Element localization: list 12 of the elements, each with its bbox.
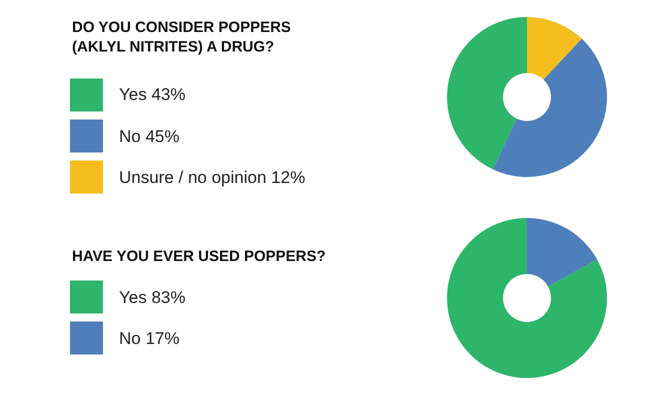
legend-label: Yes 83%	[119, 288, 186, 307]
text: HAVE YOU EVER USED POPPERS?	[72, 248, 326, 265]
legend-label: Yes 43%	[119, 85, 186, 104]
legend-label: Unsure / no opinion 12%	[119, 168, 306, 187]
donut-slice	[527, 17, 582, 80]
text: DO YOU CONSIDER POPPERS (AKLYL NITRITES) A DRUG?	[72, 19, 291, 56]
legend-label: No 45%	[119, 127, 180, 146]
donut-slice	[447, 17, 527, 170]
donut-slice	[527, 218, 598, 286]
legend-label: No 17%	[119, 329, 180, 348]
donut-slice	[447, 218, 607, 378]
donut-slice	[492, 38, 607, 177]
